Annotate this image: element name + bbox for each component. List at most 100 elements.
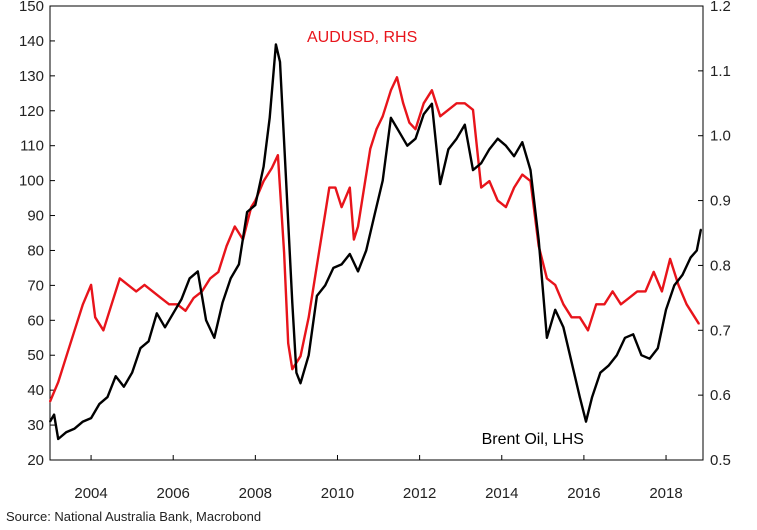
data-point bbox=[554, 308, 557, 311]
data-point bbox=[106, 396, 109, 398]
data-point bbox=[439, 183, 442, 186]
data-point bbox=[700, 228, 702, 231]
data-point bbox=[299, 382, 302, 385]
data-point bbox=[369, 147, 372, 150]
data-point bbox=[229, 277, 232, 280]
left-tick-label: 50 bbox=[27, 347, 44, 364]
data-point bbox=[607, 364, 610, 367]
series-brent-oil bbox=[48, 43, 703, 441]
data-point bbox=[480, 186, 483, 189]
data-point bbox=[570, 316, 573, 319]
x-tick-label: 2010 bbox=[321, 485, 354, 502]
data-point bbox=[677, 284, 680, 286]
data-point bbox=[348, 253, 351, 255]
data-point bbox=[396, 76, 398, 79]
data-point bbox=[505, 144, 507, 147]
data-point bbox=[188, 277, 191, 280]
plot-area bbox=[49, 5, 704, 461]
data-point bbox=[246, 211, 249, 213]
data-point bbox=[238, 263, 240, 266]
data-point bbox=[348, 186, 351, 189]
right-tick-label: 0.6 bbox=[710, 387, 731, 404]
data-point bbox=[496, 137, 499, 140]
data-point bbox=[57, 438, 60, 440]
data-point bbox=[164, 326, 166, 329]
data-point bbox=[357, 270, 359, 273]
data-point bbox=[332, 267, 335, 269]
left-tick-label: 130 bbox=[19, 68, 44, 85]
data-point bbox=[49, 400, 51, 403]
right-tick-label: 0.8 bbox=[710, 257, 731, 274]
data-point bbox=[698, 322, 700, 325]
data-point bbox=[184, 309, 187, 312]
data-point bbox=[513, 186, 515, 189]
left-tick-label: 110 bbox=[20, 138, 44, 155]
x-tick-label: 2008 bbox=[239, 485, 272, 502]
left-tick-label: 140 bbox=[19, 33, 44, 50]
right-tick-label: 0.5 bbox=[710, 452, 731, 469]
data-point bbox=[279, 61, 281, 63]
data-point bbox=[57, 381, 60, 384]
series-audusd bbox=[48, 76, 700, 403]
x-tick-label: 2012 bbox=[403, 485, 436, 502]
left-tick-label: 100 bbox=[19, 173, 44, 190]
data-point bbox=[324, 284, 327, 287]
data-point bbox=[673, 284, 676, 287]
data-point bbox=[661, 290, 663, 293]
data-point bbox=[414, 137, 417, 140]
data-point bbox=[693, 316, 696, 319]
data-point bbox=[463, 102, 466, 105]
data-point bbox=[656, 347, 659, 350]
data-point bbox=[685, 303, 688, 306]
data-point bbox=[340, 206, 343, 209]
data-point bbox=[361, 199, 363, 202]
data-point bbox=[127, 284, 129, 286]
data-point bbox=[365, 249, 368, 252]
right-tick-label: 0.9 bbox=[710, 193, 731, 210]
data-point bbox=[480, 162, 483, 165]
data-point bbox=[636, 290, 639, 293]
data-point bbox=[521, 173, 524, 176]
data-point bbox=[155, 312, 158, 315]
data-point bbox=[295, 371, 298, 374]
data-point bbox=[196, 270, 199, 273]
data-point bbox=[277, 154, 279, 157]
data-point bbox=[139, 347, 142, 350]
left-tick-label: 40 bbox=[27, 382, 44, 399]
data-point bbox=[73, 329, 76, 332]
data-point bbox=[268, 116, 271, 119]
data-point bbox=[316, 295, 318, 297]
data-point bbox=[65, 355, 68, 358]
data-point bbox=[65, 431, 68, 433]
data-point bbox=[455, 137, 458, 140]
left-tick-label: 20 bbox=[27, 452, 44, 469]
data-point bbox=[172, 312, 175, 315]
data-point bbox=[90, 417, 92, 419]
left-axis: 20 30 40 50 60 70 80 90 100 110 120 130 140 150 bbox=[19, 0, 55, 469]
data-point bbox=[114, 375, 117, 378]
data-point bbox=[180, 298, 183, 301]
data-point bbox=[513, 155, 515, 158]
data-point bbox=[90, 284, 92, 286]
data-point bbox=[213, 336, 216, 339]
series-label-brent-oil: Brent Oil, LHS bbox=[482, 431, 584, 448]
data-point bbox=[472, 169, 474, 172]
data-point bbox=[652, 271, 655, 273]
data-point bbox=[254, 204, 257, 207]
data-point bbox=[151, 290, 154, 293]
data-point bbox=[275, 43, 277, 46]
series-label-audusd: AUDUSD, RHS bbox=[307, 29, 417, 46]
data-point bbox=[221, 301, 224, 304]
data-point bbox=[398, 130, 400, 133]
data-point bbox=[447, 148, 450, 151]
data-point bbox=[632, 333, 635, 336]
left-tick-label: 30 bbox=[27, 417, 44, 434]
data-point bbox=[546, 336, 548, 339]
data-point bbox=[422, 113, 425, 116]
data-point bbox=[640, 354, 643, 357]
data-point bbox=[168, 303, 171, 306]
x-tick-label: 2018 bbox=[649, 485, 682, 502]
data-point bbox=[291, 368, 294, 371]
data-point bbox=[406, 144, 409, 147]
data-point bbox=[472, 108, 474, 111]
